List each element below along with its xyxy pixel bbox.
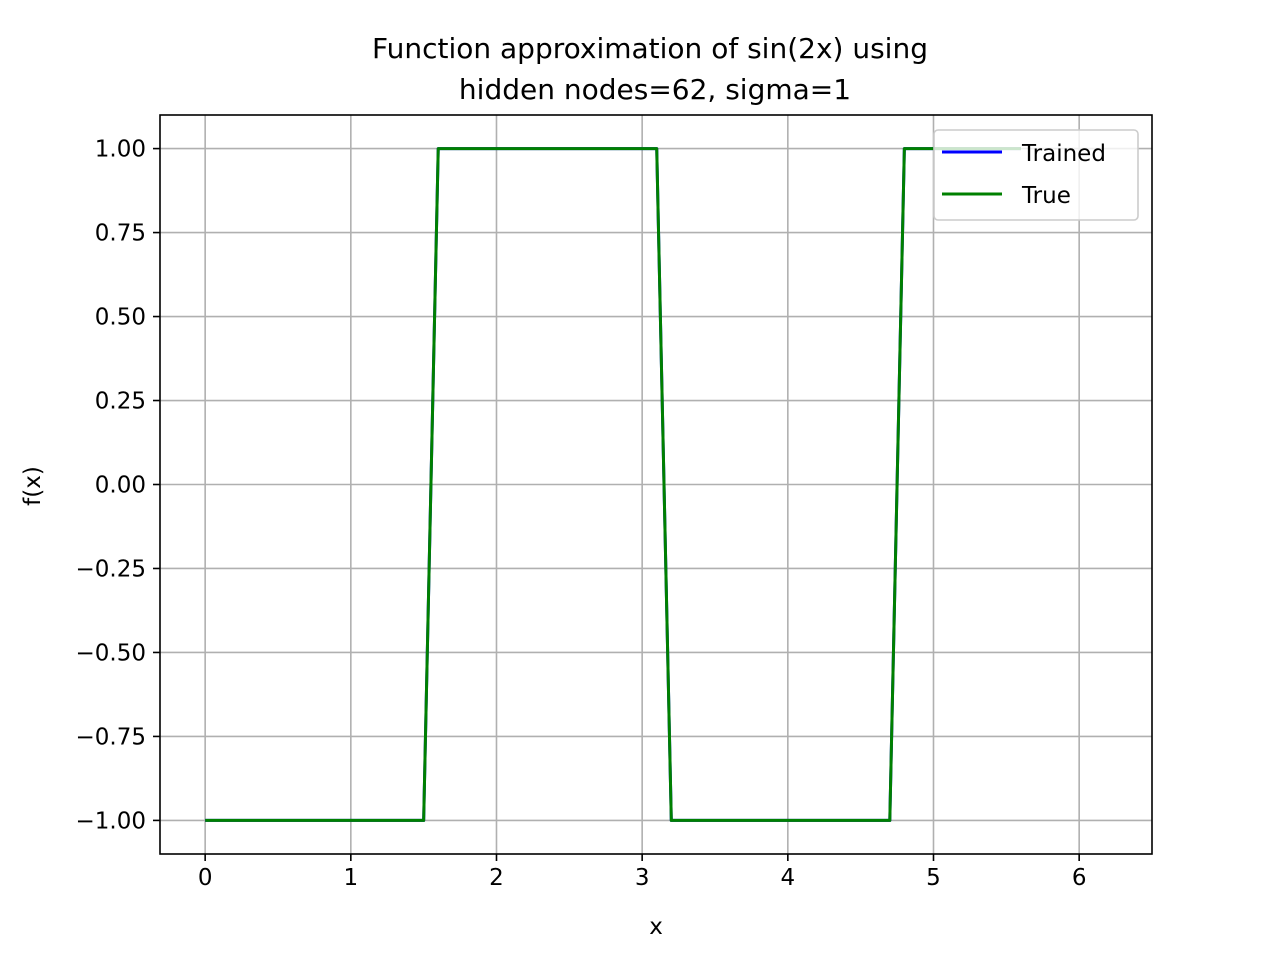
chart-subtitle: hidden nodes=62, sigma=1	[459, 73, 851, 106]
x-tick-label: 1	[344, 865, 359, 891]
y-tick-label: 0.50	[95, 305, 146, 331]
y-tick-label: −1.00	[76, 808, 146, 834]
y-tick-label: −0.50	[76, 640, 146, 666]
series-layer	[205, 147, 1021, 822]
legend: Trained True	[933, 129, 1139, 221]
series-line-true	[205, 147, 1021, 822]
y-tick-label: −0.25	[76, 556, 146, 582]
chart-title: Function approximation of sin(2x) using	[372, 32, 928, 65]
y-tick-label: −0.75	[76, 724, 146, 750]
x-tick-label: 3	[635, 865, 650, 891]
y-tick-label: 0.00	[95, 473, 146, 499]
x-tick-label: 2	[489, 865, 504, 891]
ticks: 0 1 2 3 4 5 6 1.00 0.75 0.50 0.25 0.00 −0.25 −0.50 −0.…	[76, 137, 1087, 891]
x-tick-label: 5	[926, 865, 941, 891]
y-tick-label: 0.75	[95, 221, 146, 247]
x-tick-label: 6	[1072, 865, 1087, 891]
legend-label-true: True	[1021, 183, 1071, 209]
y-axis-label: f(x)	[20, 466, 46, 506]
x-tick-label: 4	[781, 865, 796, 891]
x-axis-label: x	[649, 914, 663, 940]
y-tick-label: 0.25	[95, 389, 146, 415]
y-tick-label: 1.00	[95, 137, 146, 163]
x-tick-label: 0	[198, 865, 213, 891]
legend-label-trained: Trained	[1021, 141, 1106, 167]
